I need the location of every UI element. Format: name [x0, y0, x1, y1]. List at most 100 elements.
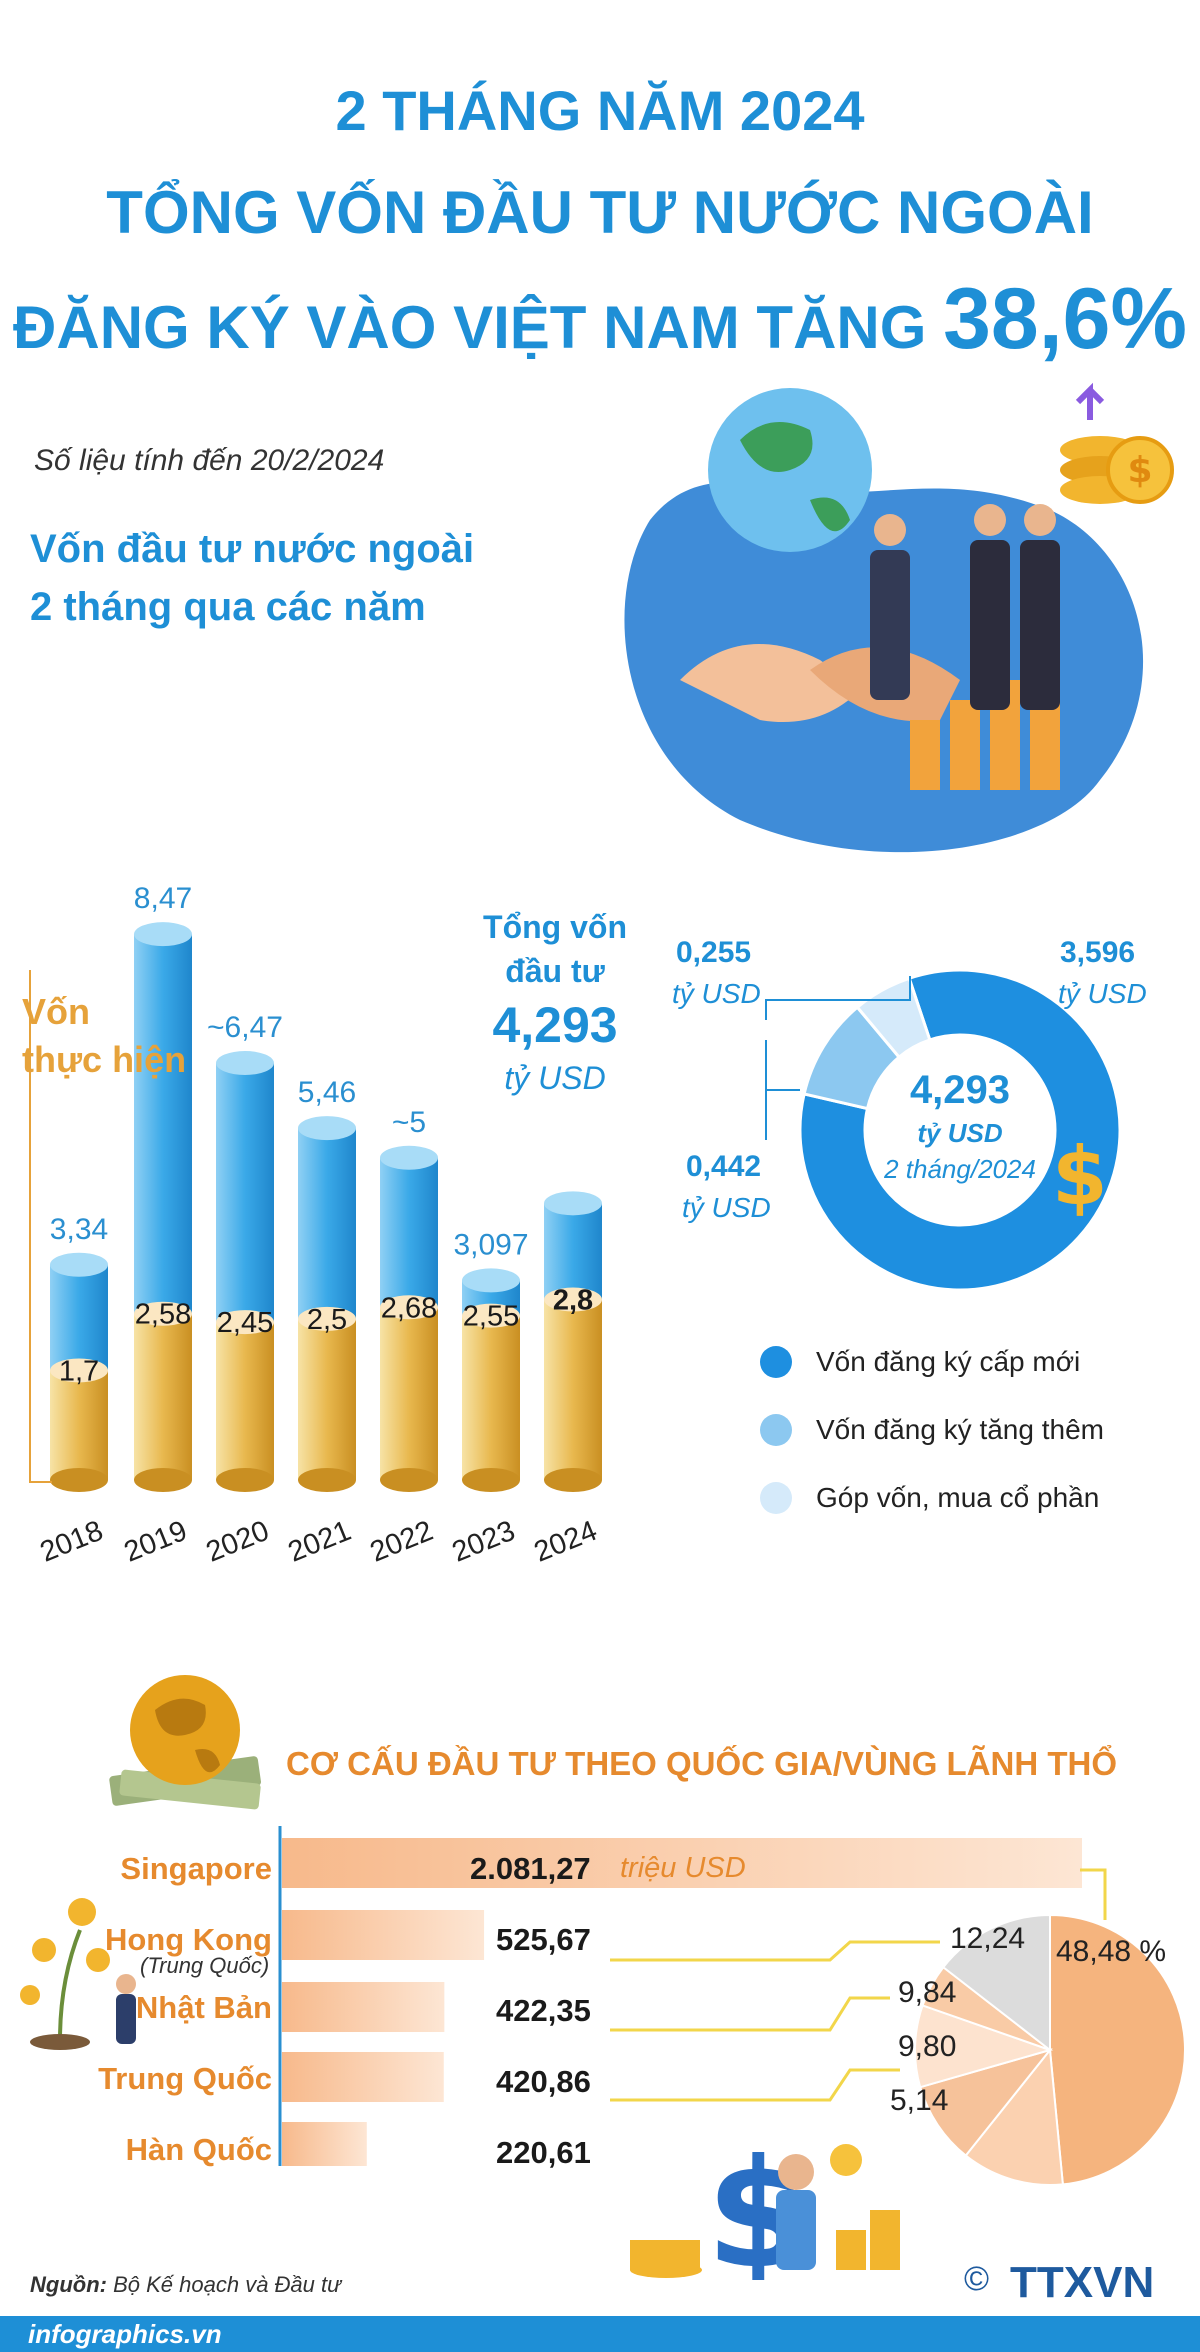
total-capital-unit: tỷ USD: [504, 1060, 606, 1096]
title-line-3: ĐĂNG KÝ VÀO VIỆT NAM TĂNG 38,6%: [0, 270, 1200, 369]
total-bar-top: [298, 1116, 356, 1141]
realized-value-label: 1,7: [59, 1355, 99, 1387]
total-bar-top: [50, 1252, 108, 1277]
total-bar-top: [544, 1191, 602, 1216]
legend-dot-increase: [760, 1414, 792, 1446]
country-label-0: Singapore: [120, 1851, 272, 1886]
bar-base: [50, 1468, 108, 1492]
legend-contrib: Góp vốn, mua cổ phần: [760, 1482, 1099, 1514]
slice-label-increase: 0,442: [686, 1150, 762, 1183]
donut-slice-2: [855, 976, 932, 1060]
bar-base: [462, 1468, 520, 1492]
realized-bar: [462, 1315, 520, 1480]
country-share-pie: [914, 1913, 1186, 2186]
legend-text-increase: Vốn đăng ký tăng thêm: [816, 1414, 1104, 1445]
legend-text-new: Vốn đăng ký cấp mới: [816, 1346, 1081, 1377]
copyright-icon: ©: [964, 2260, 990, 2298]
realized-value-label: 2,45: [217, 1307, 273, 1339]
donut-center-unit: tỷ USD: [917, 1118, 1003, 1148]
bar-base: [298, 1468, 356, 1492]
donut-leader-lines: [765, 976, 911, 1140]
gold-globe-icon: [109, 1675, 261, 1810]
donut-center-value: 4,293: [909, 1068, 1011, 1112]
total-bar-top: [216, 1051, 274, 1076]
as-of-date: Số liệu tính đến 20/2/2024: [34, 444, 385, 477]
country-label-3: Trung Quốc: [98, 2061, 272, 2096]
slice-unit-increase: tỷ USD: [682, 1192, 771, 1223]
dollar-icon: $: [1052, 1130, 1108, 1223]
money-plant-icon: [20, 1898, 136, 2050]
realized-bar-top: [134, 1301, 192, 1326]
share-label-0: 48,48 %: [1056, 1935, 1167, 1968]
year-label: 2023: [448, 1515, 520, 1569]
realized-value-label: 2,5: [307, 1304, 347, 1336]
country-value-0: 2.081,27: [470, 1851, 591, 1886]
country-bar-chart: [278, 1826, 1082, 2166]
year-bar-2021: 5,46 2,5 2021: [284, 1076, 356, 1568]
slice-label-new: 3,596: [1060, 936, 1136, 969]
year-bar-2020: ~6,47 2,45 2020: [202, 1011, 283, 1569]
realized-bar-top: [298, 1306, 356, 1331]
legend-text-contrib: Góp vốn, mua cổ phần: [816, 1482, 1100, 1513]
share-label-1: 12,24: [950, 1922, 1026, 1955]
slice-label-contrib: 0,255: [676, 936, 752, 969]
donut-center-note: 2 tháng/2024: [884, 1154, 1036, 1184]
year-label: 2024: [530, 1515, 602, 1569]
source-line: Nguồn: Bộ Kế hoạch và Đầu tư: [30, 2272, 341, 2298]
pie-leader-lines: [610, 1868, 1107, 2102]
year-bar-2019: 8,47 2,58 2019: [120, 882, 192, 1568]
year-label: 2018: [36, 1515, 108, 1569]
legend-dot-contrib: [760, 1482, 792, 1514]
country-bar-3: [282, 2052, 444, 2102]
country-unit: triệu USD: [620, 1852, 746, 1884]
source-text: Bộ Kế hoạch và Đầu tư: [113, 2272, 342, 2297]
realized-bar: [380, 1307, 438, 1480]
footer-site[interactable]: infographics.vn: [28, 2319, 222, 2349]
bar-base: [380, 1468, 438, 1492]
chart1-title-line2: 2 tháng qua các năm: [30, 585, 426, 629]
donut-slice-0: [798, 968, 1122, 1292]
share-slice-0: [1049, 1913, 1186, 2186]
country-value-4: 220,61: [496, 2135, 591, 2170]
legend-increase: Vốn đăng ký tăng thêm: [760, 1414, 1104, 1446]
realized-leader-line: [29, 970, 52, 1483]
share-slice-1: [964, 2047, 1064, 2186]
share-label-4: 5,14: [890, 2084, 949, 2117]
slice-unit-new: tỷ USD: [1058, 978, 1147, 1009]
title-line-3-text: ĐĂNG KÝ VÀO VIỆT NAM TĂNG: [13, 294, 927, 361]
realized-bar: [544, 1299, 602, 1480]
realized-label-line1: Vốn: [22, 991, 90, 1032]
total-value-label: ~6,47: [207, 1011, 283, 1044]
investment-illustration: $: [624, 382, 1174, 853]
share-label-3: 9,80: [898, 2030, 957, 2063]
title-line-1: 2 THÁNG NĂM 2024: [335, 79, 865, 142]
dollar-man-illustration: $: [630, 2128, 900, 2280]
yearly-bar-chart: 3,341,720188,472,582019~6,472,4520205,46…: [29, 882, 602, 1569]
realized-bar-top: [216, 1310, 274, 1335]
total-bar-top: [462, 1268, 520, 1293]
share-slice-2: [918, 2048, 1053, 2157]
title-highlight: 38,6%: [943, 271, 1187, 367]
footer-bar: infographics.vn: [0, 2316, 1200, 2352]
realized-bar-top: [50, 1358, 108, 1383]
country-label-4: Hàn Quốc: [125, 2132, 272, 2167]
total-value-label: 3,097: [453, 1228, 528, 1261]
total-bar-top: [380, 1145, 438, 1170]
total-label-line1: Tổng vốn: [483, 909, 627, 945]
realized-bar-top: [544, 1287, 602, 1312]
realized-bar: [216, 1322, 274, 1480]
svg-text:$: $: [1127, 450, 1152, 491]
bar-base: [216, 1468, 274, 1492]
source-label: Nguồn:: [30, 2272, 107, 2297]
total-capital-label: Tổng vốn đầu tư: [470, 905, 640, 993]
country-bar-2: [282, 1982, 445, 2032]
realized-bar: [50, 1370, 108, 1480]
year-bar-2022: ~5 2,68 2022: [366, 1106, 438, 1569]
legend-new: Vốn đăng ký cấp mới: [760, 1346, 1080, 1378]
total-bar-top: [134, 922, 192, 947]
coin-stack-icon: $: [1060, 382, 1174, 504]
capital-breakdown-donut: [798, 968, 1122, 1292]
year-label: 2019: [120, 1515, 192, 1569]
title-line-2: TỔNG VỐN ĐẦU TƯ NƯỚC NGOÀI: [106, 179, 1094, 246]
bar-base: [134, 1468, 192, 1492]
